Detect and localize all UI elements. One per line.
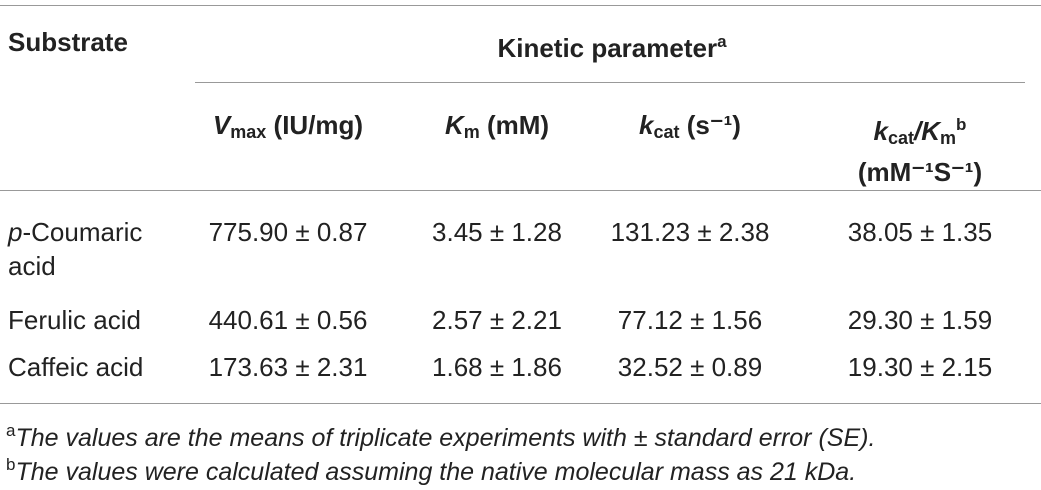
table-cell: 775.90 ± 0.87 — [208, 217, 368, 247]
unit: (mM) — [486, 110, 550, 140]
header-cell: kcat/Kmb (mM⁻¹S⁻¹) — [858, 108, 982, 189]
table-cell: 19.30 ± 2.15 — [847, 352, 993, 382]
header-cell: Substrate — [8, 27, 128, 57]
unit: (s⁻¹) — [686, 110, 741, 140]
subscript: m — [940, 128, 957, 148]
label-text: -Coumaric acid — [8, 217, 143, 281]
table-cell: 440.61 ± 0.56 — [208, 305, 368, 335]
subscript: cat — [888, 128, 915, 148]
symbol: k — [873, 116, 889, 146]
header-cell: kcat (s⁻¹) — [639, 108, 741, 149]
footnote-text: The values were calculated assuming the … — [15, 458, 857, 486]
table-cell: 32.52 ± 0.89 — [617, 352, 763, 382]
label-text: Ferulic acid — [8, 305, 141, 335]
table-cell: 173.63 ± 2.31 — [208, 352, 368, 382]
subscript: cat — [653, 122, 680, 142]
group-header: Kinetic parametera — [497, 25, 726, 65]
symbol: /K — [914, 116, 941, 146]
table-cell: 29.30 ± 1.59 — [847, 305, 993, 335]
subscript: max — [230, 122, 267, 142]
unit: (IU/mg) — [273, 110, 364, 140]
symbol: K — [444, 110, 464, 140]
rule — [0, 190, 1041, 191]
footnote-text: The values are the means of triplicate e… — [15, 424, 876, 452]
group-text: Kinetic parameter — [497, 33, 718, 63]
table-cell: 3.45 ± 1.28 — [432, 217, 562, 247]
prefix: p — [8, 217, 23, 247]
row-label: Ferulic acid — [8, 303, 188, 337]
label-text: Caffeic acid — [8, 352, 144, 382]
symbol: k — [639, 110, 654, 140]
rule — [0, 5, 1041, 6]
footnote: aThe values are the means of triplicate … — [6, 414, 875, 455]
table-cell: 77.12 ± 1.56 — [617, 305, 763, 335]
note-mark: a — [717, 32, 727, 51]
table-cell: 1.68 ± 1.86 — [432, 352, 562, 382]
footnote: bThe values were calculated assuming the… — [6, 448, 856, 489]
table-cell: 2.57 ± 2.21 — [432, 305, 562, 335]
unit: (mM⁻¹S⁻¹) — [857, 157, 983, 187]
note-mark: b — [956, 115, 967, 134]
table-cell: 131.23 ± 2.38 — [610, 217, 770, 247]
row-label: p-Coumaric acid — [8, 215, 188, 283]
note-mark: a — [6, 421, 16, 440]
header-cell: Km (mM) — [445, 108, 549, 149]
subscript: m — [463, 122, 480, 142]
symbol: V — [212, 110, 231, 140]
table-cell: 38.05 ± 1.35 — [847, 217, 993, 247]
note-mark: b — [6, 455, 16, 474]
header-cell: Vmax (IU/mg) — [213, 108, 363, 149]
rule — [0, 403, 1041, 404]
rule — [195, 82, 1025, 83]
row-label: Caffeic acid — [8, 350, 188, 384]
